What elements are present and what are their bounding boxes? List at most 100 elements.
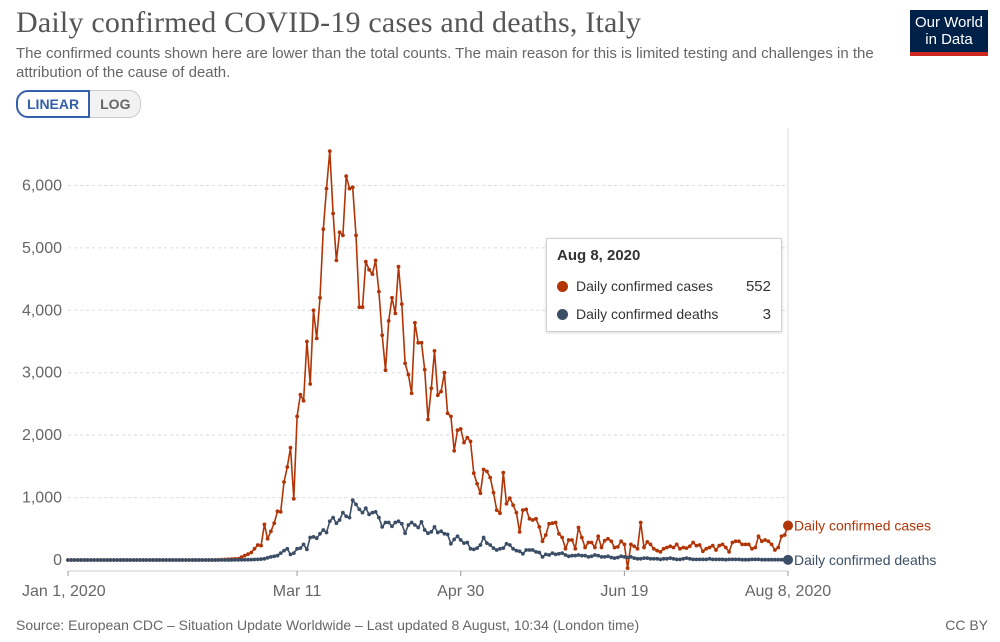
cases-data-point — [370, 272, 375, 276]
cases-data-point — [432, 349, 437, 353]
cases-data-point — [259, 543, 263, 548]
source-note[interactable]: Source: European CDC – Situation Update … — [16, 617, 640, 633]
cases-data-point — [462, 440, 466, 445]
deaths-data-point — [691, 557, 695, 562]
deaths-data-point — [566, 554, 571, 559]
cases-data-point — [452, 448, 457, 453]
tooltip-value-cases: 552 — [745, 277, 771, 295]
cases-data-point — [593, 545, 597, 550]
tooltip-value-deaths: 3 — [762, 305, 771, 323]
cases-data-point — [524, 507, 529, 512]
deaths-data-point — [200, 558, 205, 562]
license-link[interactable]: CC BY — [945, 617, 988, 633]
cases-data-point — [648, 542, 653, 547]
cases-data-point — [373, 258, 378, 263]
cases-data-point — [642, 545, 646, 550]
deaths-data-point — [468, 546, 473, 551]
deaths-data-point — [439, 529, 443, 534]
owid-logo[interactable]: Our World in Data — [910, 10, 988, 56]
linear-scale-button[interactable]: LINEAR — [16, 90, 91, 118]
deaths-data-point — [360, 510, 365, 515]
deaths-data-point — [269, 555, 273, 559]
cases-data-point — [763, 538, 767, 542]
deaths-data-point — [121, 558, 126, 562]
cases-data-point — [393, 311, 398, 316]
deaths-data-point — [141, 558, 146, 562]
cases-data-point — [399, 302, 404, 306]
deaths-data-point — [82, 558, 87, 562]
deaths-data-point — [259, 557, 263, 561]
cases-data-point — [301, 398, 306, 403]
cases-data-point — [543, 533, 548, 537]
deaths-data-point — [655, 556, 659, 561]
cases-data-point — [419, 340, 424, 345]
cases-data-point — [619, 539, 623, 544]
deaths-data-point — [170, 558, 175, 562]
cases-data-point — [481, 467, 486, 472]
cases-data-point — [550, 521, 555, 526]
cases-data-point — [625, 566, 630, 570]
cases-data-point — [629, 542, 633, 547]
deaths-data-point — [557, 551, 561, 556]
deaths-data-point — [111, 558, 116, 562]
deaths-data-point — [190, 558, 195, 562]
deaths-data-point — [746, 557, 751, 562]
y-tick-label: 4,000 — [22, 302, 62, 319]
deaths-data-point — [570, 553, 574, 558]
deaths-data-point — [573, 553, 578, 558]
deaths-data-point — [727, 557, 731, 562]
deaths-data-point — [511, 546, 515, 551]
deaths-data-point — [399, 521, 404, 526]
deaths-data-point — [219, 558, 224, 562]
deaths-data-point — [102, 558, 106, 562]
cases-data-point — [566, 538, 571, 542]
deaths-dot-icon — [557, 308, 568, 320]
cases-data-point — [750, 546, 754, 551]
cases-data-point — [687, 544, 692, 549]
deaths-data-point — [651, 556, 656, 561]
deaths-data-point — [665, 556, 669, 561]
deaths-data-point — [239, 557, 244, 562]
deaths-data-point — [275, 553, 280, 558]
cases-data-point — [494, 508, 499, 512]
deaths-data-point — [380, 525, 385, 529]
deaths-data-point — [678, 557, 682, 562]
deaths-data-point — [766, 557, 771, 562]
cases-data-point — [507, 496, 512, 501]
cases-series-label: Daily confirmed cases — [794, 518, 931, 534]
deaths-data-point — [144, 558, 149, 562]
cases-data-point — [769, 542, 774, 547]
cases-data-point — [521, 508, 525, 512]
deaths-data-point — [252, 557, 257, 562]
deaths-data-point — [174, 558, 178, 562]
cases-data-point — [612, 545, 617, 550]
deaths-data-point — [236, 558, 241, 562]
cases-data-point — [246, 552, 250, 556]
deaths-data-point — [658, 557, 663, 562]
deaths-data-point — [92, 558, 97, 562]
hover-tooltip: Aug 8, 2020 Daily confirmed cases 552 Da… — [546, 238, 782, 332]
cases-data-point — [435, 393, 440, 398]
deaths-data-point — [452, 537, 457, 542]
cases-data-point — [547, 521, 551, 526]
cases-data-point — [314, 336, 319, 341]
deaths-data-point — [674, 557, 679, 562]
deaths-data-point — [671, 556, 676, 561]
cases-data-point — [514, 510, 519, 515]
deaths-data-point — [118, 558, 123, 562]
deaths-data-point — [537, 550, 542, 555]
deaths-data-point — [69, 558, 74, 562]
deaths-data-point — [210, 558, 214, 562]
cases-data-point — [485, 469, 489, 474]
deaths-data-point — [622, 555, 627, 559]
deaths-data-point — [576, 553, 581, 557]
cases-data-point — [308, 382, 313, 386]
deaths-data-point — [206, 558, 211, 562]
cases-data-point — [665, 545, 669, 550]
cases-data-point — [239, 555, 244, 560]
cases-data-point — [455, 428, 460, 433]
cases-data-point — [252, 546, 257, 551]
log-scale-button[interactable]: LOG — [90, 90, 142, 118]
cases-data-point — [311, 308, 316, 313]
